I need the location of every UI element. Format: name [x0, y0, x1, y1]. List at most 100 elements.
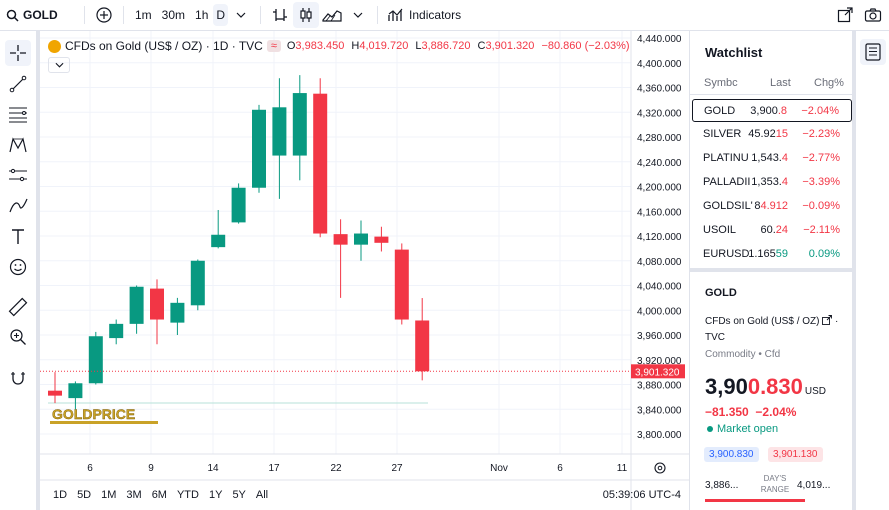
- col-symbol[interactable]: Symbc: [704, 77, 738, 89]
- range-5d[interactable]: 5D: [77, 489, 92, 501]
- row-chg: −2.11%: [803, 224, 840, 236]
- emoji-tool[interactable]: [5, 254, 31, 280]
- row-symbol: EURUSD: [703, 248, 750, 260]
- compare-button[interactable]: [91, 2, 117, 28]
- row-last: 1.16559: [748, 248, 788, 260]
- fullscreen-button[interactable]: [832, 2, 858, 28]
- range-6m[interactable]: 6M: [151, 489, 167, 501]
- col-last[interactable]: Last: [770, 77, 791, 89]
- brush-tool[interactable]: [5, 193, 31, 219]
- row-last-main: 1,543.: [751, 152, 782, 164]
- candle-body: [231, 187, 246, 223]
- watchlist-row-gold[interactable]: GOLD 3,900.8 −2.04%: [692, 99, 852, 122]
- ruler-icon: [8, 297, 28, 317]
- row-last-main: 1.165: [748, 248, 776, 260]
- candle-body: [354, 233, 368, 245]
- watchlist-row-palladii[interactable]: PALLADII 1,353.4 −3.39%: [692, 171, 852, 194]
- watchlist-row-eurusd[interactable]: EURUSD 1.16559 0.09%: [692, 243, 852, 266]
- row-last: 1,543.4: [751, 152, 788, 164]
- legend-collapse-button[interactable]: [48, 57, 70, 73]
- price-axis-label: 4,280.000: [637, 133, 682, 144]
- indicators-icon: [388, 8, 403, 21]
- interval-dropdown[interactable]: [228, 2, 254, 28]
- crosshair-tool[interactable]: [5, 40, 31, 66]
- row-last: 1,353.4: [751, 176, 788, 188]
- close-value: 3,901.320: [485, 40, 535, 52]
- price-axis-label: 4,080.000: [637, 257, 682, 268]
- bar-chart-type-button[interactable]: [267, 2, 293, 28]
- watchlist-row-platinu[interactable]: PLATINU 1,543.4 −2.77%: [692, 147, 852, 170]
- row-last-tail: 4: [781, 152, 788, 164]
- candle-body: [129, 286, 144, 324]
- row-chg: −3.39%: [802, 176, 840, 188]
- forecast-tool[interactable]: [5, 162, 31, 188]
- interval-d[interactable]: D: [213, 4, 229, 26]
- time-axis-label: 27: [391, 463, 403, 474]
- row-symbol: PALLADII: [703, 176, 751, 188]
- open-external-icon[interactable]: [822, 315, 833, 325]
- watchlist-row-usoil[interactable]: USOIL 60.24 −2.11%: [692, 219, 852, 242]
- chart-type-dropdown[interactable]: [345, 2, 371, 28]
- snapshot-button[interactable]: [860, 2, 886, 28]
- fib-tool[interactable]: [5, 101, 31, 127]
- candle-body: [313, 93, 328, 234]
- interval-1h[interactable]: 1h: [195, 8, 209, 22]
- row-last-main: 60.: [760, 224, 776, 236]
- chevron-down-icon: [55, 62, 63, 68]
- row-chg: −2.04%: [801, 105, 839, 117]
- magnet-tool[interactable]: [5, 365, 31, 391]
- legend-title: CFDs on Gold (US$ / OZ) · 1D · TVC: [65, 39, 263, 53]
- row-symbol: USOIL: [703, 224, 737, 236]
- range-1m[interactable]: 1M: [101, 489, 117, 501]
- zoom-tool[interactable]: [5, 324, 31, 350]
- area-chart-type-button[interactable]: [319, 2, 345, 28]
- watchlist-toggle[interactable]: [860, 39, 886, 65]
- row-last-tail: 59: [775, 248, 788, 260]
- chart-legend: CFDs on Gold (US$ / OZ) · 1D · TVC ≈ O3,…: [48, 39, 634, 53]
- area-chart-icon: [322, 10, 342, 22]
- clock[interactable]: 05:39:06 UTC-4: [602, 489, 681, 501]
- close-label: C: [477, 40, 486, 52]
- search-icon: [6, 9, 19, 22]
- price-axis-label: 4,240.000: [637, 158, 682, 169]
- symbol-search[interactable]: GOLD: [0, 0, 78, 31]
- price-chart[interactable]: 4,440.000 4,400.000 4,360.000 4,320.000 4,28…: [40, 31, 689, 510]
- candles-chart-type-button[interactable]: [293, 2, 320, 28]
- axis-settings-icon-center: [657, 465, 663, 471]
- col-chg[interactable]: Chg%: [814, 77, 844, 89]
- chart-pane[interactable]: 4,440.000 4,400.000 4,360.000 4,320.000 4,28…: [40, 31, 689, 510]
- details-exchange: TVC: [705, 332, 725, 343]
- range-1d[interactable]: 1D: [53, 489, 68, 501]
- indicators-button[interactable]: Indicators: [384, 0, 465, 31]
- magnet-icon: [11, 372, 25, 385]
- open-value: 3,983.450: [295, 40, 345, 52]
- price-axis-label: 4,040.000: [637, 282, 682, 293]
- panel-divider: [690, 268, 853, 272]
- range-all[interactable]: All: [255, 489, 269, 501]
- trendline-tool[interactable]: [5, 71, 31, 97]
- range-3m[interactable]: 3M: [126, 489, 142, 501]
- row-last: 84.912: [754, 200, 788, 212]
- text-tool[interactable]: [5, 224, 31, 250]
- range-ytd[interactable]: YTD: [176, 489, 199, 501]
- change-abs: −81.350: [705, 405, 749, 419]
- watchlist-row-silver[interactable]: SILVER 45.9215 −2.23%: [692, 123, 852, 146]
- list-icon: [865, 43, 881, 61]
- watchlist-title[interactable]: Watchlist: [705, 45, 763, 60]
- bid-badge: 3,900.830: [704, 447, 759, 462]
- watchlist-row-goldsil[interactable]: GOLDSIL' 84.912 −0.09%: [692, 195, 852, 218]
- ruler-tool[interactable]: [5, 294, 31, 320]
- market-status-text: Market open: [717, 423, 779, 435]
- pattern-tool[interactable]: [5, 132, 31, 158]
- change-pct: −2.04%: [755, 405, 797, 419]
- candle-body: [272, 107, 287, 156]
- interval-1m[interactable]: 1m: [135, 8, 152, 22]
- details-symbol[interactable]: GOLD: [705, 287, 737, 299]
- open-external-icon: [837, 7, 853, 23]
- price-alert-badge[interactable]: ≈: [266, 40, 281, 52]
- range-1y[interactable]: 1Y: [208, 489, 223, 501]
- row-last: 3,900.8: [750, 105, 787, 117]
- interval-30m[interactable]: 30m: [161, 8, 186, 22]
- details-change: −81.350 −2.04%: [705, 405, 796, 419]
- range-5y[interactable]: 5Y: [232, 489, 246, 501]
